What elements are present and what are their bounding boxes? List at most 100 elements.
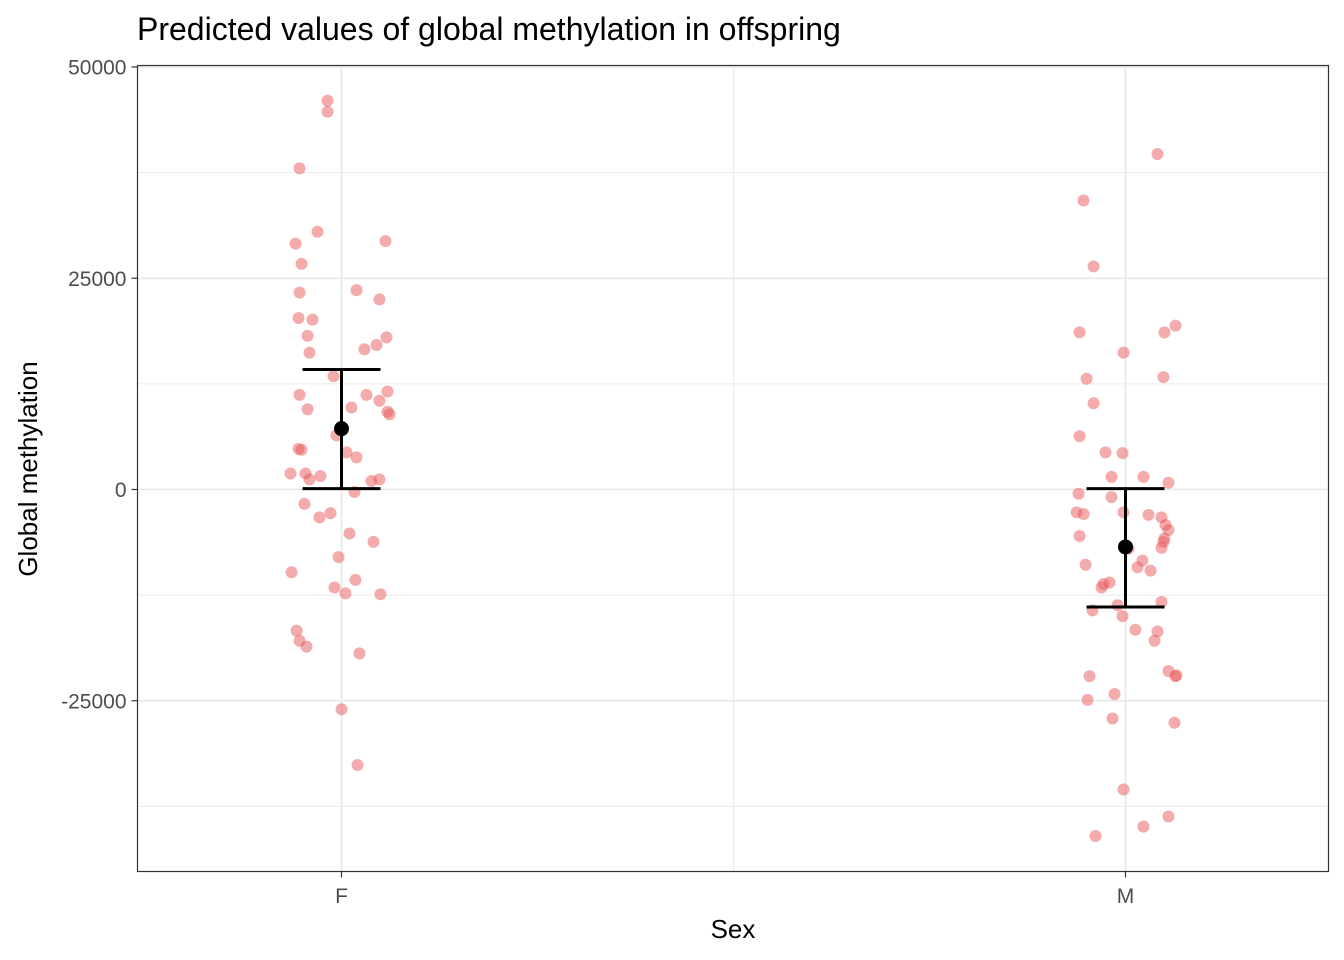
x-tick-label: M [1117,885,1135,908]
data-point-m [1117,346,1130,359]
errorbar-layer [302,368,1165,609]
data-point-m [1131,561,1144,574]
data-point-f [321,105,334,118]
data-point-m [1087,260,1100,273]
data-point-m [1072,487,1085,500]
data-point-m [1129,623,1142,636]
data-point-m [1081,693,1094,706]
data-point-f [327,370,340,383]
data-point-m [1111,599,1124,612]
data-point-m [1073,529,1086,542]
data-point-f [335,703,348,716]
data-point-m [1087,397,1100,410]
data-point-m [1117,506,1130,519]
x-tick-label: F [335,885,348,908]
data-point-m [1079,558,1092,571]
y-tick-label: 0 [115,479,127,502]
data-point-f [379,235,392,248]
data-point-f [381,385,394,398]
data-point-f [360,388,373,401]
data-point-m [1162,810,1175,823]
data-point-m [1105,470,1118,483]
data-point-f [380,331,393,344]
data-point-f [285,566,298,579]
y-tick-label: 50000 [68,57,126,80]
points-layer [284,94,1183,842]
data-point-f [339,587,352,600]
grid-layer [137,65,1329,872]
data-point-f [314,469,327,482]
data-point-m [1099,446,1112,459]
data-point-f [301,403,314,416]
data-point-f [300,640,313,653]
data-point-f [343,527,356,540]
data-point-f [301,329,314,342]
data-point-m [1077,508,1090,521]
data-point-f [383,408,396,421]
data-point-f [290,624,303,637]
data-point-f [345,401,358,414]
data-point-m [1144,564,1157,577]
data-point-m [1159,518,1172,531]
data-point-f [293,286,306,299]
data-point-m [1089,829,1102,842]
data-point-f [292,311,305,324]
data-point-m [1073,326,1086,339]
y-tick-label: 25000 [68,268,126,291]
axis-layer: 50000 25000 0 -25000 F M [61,57,1134,909]
data-point-f [370,339,383,352]
panel-border [136,64,1330,873]
data-point-m [1155,595,1168,608]
data-point-m [1073,430,1086,443]
data-point-m [1155,541,1168,554]
data-point-m [1116,447,1129,460]
data-point-f [306,313,319,326]
data-point-m [1151,148,1164,161]
x-axis-title: Sex [711,914,756,944]
data-point-m [1077,194,1090,207]
data-point-m [1148,634,1161,647]
data-point-m [1116,610,1129,623]
y-axis-title: Global methylation [13,361,43,576]
data-point-f [373,394,386,407]
data-point-m [1108,687,1121,700]
data-point-m [1169,670,1182,683]
data-point-f [328,581,341,594]
data-point-f [332,551,345,564]
data-point-f [351,758,364,771]
data-point-m [1169,319,1182,332]
data-point-f [295,443,308,456]
y-tick-label: -25000 [61,690,126,713]
data-point-f [303,473,316,486]
data-point-f [353,647,366,660]
data-point-f [374,588,387,601]
data-point-f [367,535,380,548]
data-point-m [1095,581,1108,594]
data-point-f [298,497,311,510]
data-point-m [1105,491,1118,504]
data-point-f [293,388,306,401]
data-point-f [303,346,316,359]
data-point-m [1157,371,1170,384]
mean-point-m [1118,539,1133,555]
data-point-f [284,467,297,480]
data-point-f [350,284,363,297]
data-point-m [1117,783,1130,796]
data-point-f [289,237,302,250]
data-point-m [1137,820,1150,833]
data-point-m [1083,670,1096,683]
data-point-f [293,162,306,175]
data-point-m [1168,716,1181,729]
data-point-m [1151,625,1164,638]
data-point-m [1106,712,1119,725]
data-point-f [358,343,371,356]
mean-point-f [334,421,349,437]
data-point-f [311,225,324,238]
data-point-f [350,451,363,464]
data-point-f [365,475,378,488]
data-point-m [1080,372,1093,385]
data-point-m [1142,508,1155,521]
data-point-f [373,293,386,306]
